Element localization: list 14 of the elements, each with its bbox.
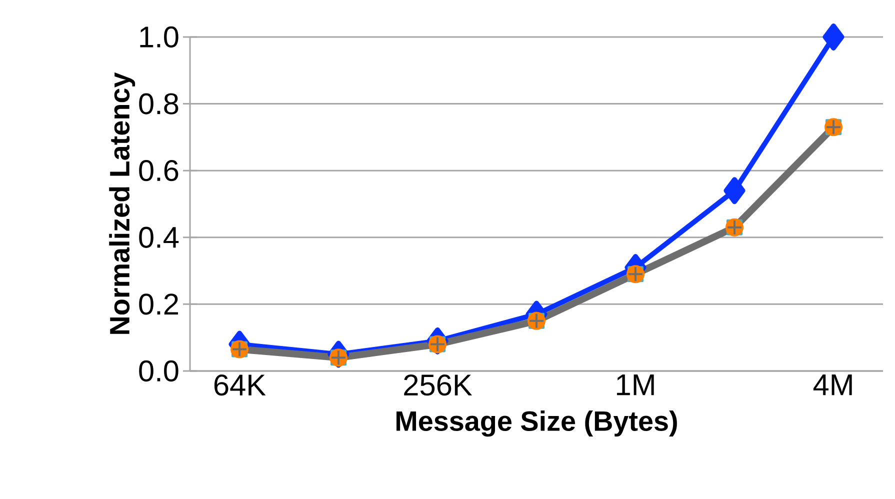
x-tick-label: 4M: [813, 374, 852, 396]
x-tick-label: 64K: [214, 374, 266, 396]
point: [822, 23, 844, 50]
y-tick-label: 0.4: [139, 226, 179, 248]
point: [724, 177, 746, 204]
y-axis-title: Normalized Latency: [109, 72, 136, 334]
y-tick-label: 0.6: [139, 160, 178, 182]
x-tick-label: 1M: [617, 374, 654, 396]
y-tick-label: 0.0: [139, 360, 178, 382]
y-tick-label: 1.0: [140, 26, 178, 48]
x-tick-label: 256K: [404, 374, 472, 396]
y-tick-label: 0.8: [139, 93, 178, 114]
x-axis-title: Message Size (Bytes): [396, 410, 677, 437]
y-tick-label: 0.2: [139, 294, 178, 315]
